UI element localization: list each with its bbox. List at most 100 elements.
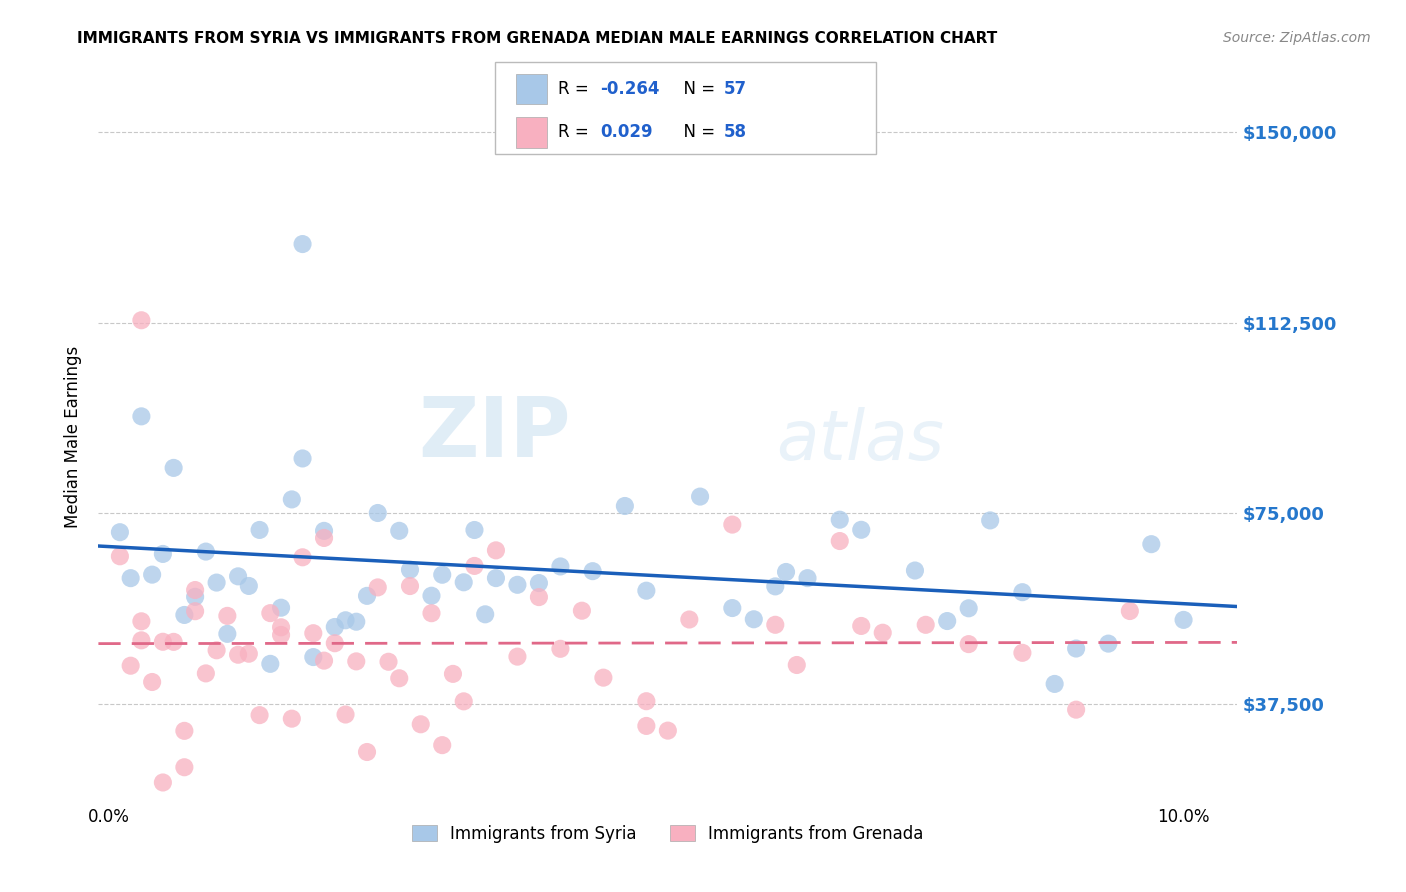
Point bbox=[356, 589, 378, 603]
Point bbox=[367, 506, 389, 520]
Point bbox=[367, 581, 389, 595]
Point bbox=[1173, 613, 1195, 627]
Text: 57: 57 bbox=[724, 79, 747, 98]
Point bbox=[356, 745, 378, 759]
Point bbox=[281, 712, 304, 726]
Point bbox=[323, 620, 346, 634]
Point bbox=[1140, 537, 1163, 551]
Point bbox=[689, 490, 711, 504]
Point bbox=[173, 607, 195, 622]
Point bbox=[1119, 604, 1142, 618]
Point bbox=[335, 613, 357, 627]
Point bbox=[742, 612, 765, 626]
Point bbox=[259, 657, 281, 671]
Point bbox=[291, 451, 314, 466]
Point bbox=[851, 619, 873, 633]
Point bbox=[152, 775, 174, 789]
Text: atlas: atlas bbox=[776, 408, 943, 475]
Point bbox=[432, 567, 454, 582]
Point bbox=[162, 461, 184, 475]
Point bbox=[162, 635, 184, 649]
Point bbox=[184, 590, 207, 604]
Text: N =: N = bbox=[673, 123, 721, 142]
Point bbox=[226, 569, 249, 583]
Point bbox=[152, 547, 174, 561]
Point bbox=[238, 579, 260, 593]
Point bbox=[828, 534, 851, 549]
Point bbox=[409, 717, 432, 731]
Point bbox=[388, 671, 411, 685]
Point bbox=[796, 571, 818, 585]
Point bbox=[721, 517, 744, 532]
Point bbox=[173, 723, 195, 738]
Point bbox=[420, 589, 443, 603]
Point bbox=[775, 565, 797, 579]
Point bbox=[1011, 646, 1033, 660]
Point bbox=[152, 634, 174, 648]
Point bbox=[453, 575, 475, 590]
Point bbox=[463, 558, 485, 573]
Point bbox=[184, 582, 207, 597]
Point bbox=[312, 531, 335, 545]
Point bbox=[226, 648, 249, 662]
Text: Source: ZipAtlas.com: Source: ZipAtlas.com bbox=[1223, 31, 1371, 45]
Point bbox=[238, 647, 260, 661]
Point bbox=[377, 655, 399, 669]
Point bbox=[872, 625, 894, 640]
Point bbox=[636, 694, 658, 708]
Point bbox=[613, 499, 636, 513]
Point bbox=[270, 600, 292, 615]
Point bbox=[141, 675, 163, 690]
Point bbox=[399, 563, 422, 577]
Point bbox=[249, 708, 271, 723]
Point bbox=[592, 671, 614, 685]
Point bbox=[914, 617, 936, 632]
Point bbox=[571, 604, 593, 618]
Point bbox=[474, 607, 496, 622]
Point bbox=[636, 583, 658, 598]
Text: 0.029: 0.029 bbox=[600, 123, 652, 142]
Point bbox=[270, 628, 292, 642]
Point bbox=[194, 666, 217, 681]
Point bbox=[344, 654, 367, 668]
Point bbox=[763, 579, 786, 593]
Text: ZIP: ZIP bbox=[419, 392, 571, 474]
Point bbox=[291, 237, 314, 252]
Point bbox=[678, 613, 700, 627]
Point bbox=[957, 601, 980, 615]
Point bbox=[120, 571, 142, 585]
Point bbox=[270, 620, 292, 634]
Point bbox=[527, 576, 550, 591]
Point bbox=[721, 601, 744, 615]
Point bbox=[550, 641, 572, 656]
Point bbox=[786, 658, 808, 673]
Point bbox=[217, 627, 239, 641]
Point bbox=[281, 492, 304, 507]
Point bbox=[335, 707, 357, 722]
Point bbox=[1097, 637, 1119, 651]
Point bbox=[904, 564, 927, 578]
Text: IMMIGRANTS FROM SYRIA VS IMMIGRANTS FROM GRENADA MEDIAN MALE EARNINGS CORRELATIO: IMMIGRANTS FROM SYRIA VS IMMIGRANTS FROM… bbox=[77, 31, 998, 46]
Point bbox=[249, 523, 271, 537]
Point bbox=[259, 606, 281, 620]
Point bbox=[1011, 585, 1033, 599]
Point bbox=[763, 617, 786, 632]
Point bbox=[636, 719, 658, 733]
Point bbox=[312, 654, 335, 668]
Point bbox=[173, 760, 195, 774]
Point bbox=[550, 559, 572, 574]
Point bbox=[217, 608, 239, 623]
Point bbox=[399, 579, 422, 593]
Point bbox=[453, 694, 475, 708]
Point bbox=[323, 636, 346, 650]
Point bbox=[108, 525, 131, 540]
Point bbox=[205, 643, 228, 657]
Text: -0.264: -0.264 bbox=[600, 79, 659, 98]
Point bbox=[131, 633, 153, 648]
Point bbox=[432, 738, 454, 752]
Point bbox=[1064, 641, 1087, 656]
Point bbox=[131, 409, 153, 424]
Point bbox=[302, 626, 325, 640]
Legend: Immigrants from Syria, Immigrants from Grenada: Immigrants from Syria, Immigrants from G… bbox=[405, 818, 931, 849]
Text: 58: 58 bbox=[724, 123, 747, 142]
